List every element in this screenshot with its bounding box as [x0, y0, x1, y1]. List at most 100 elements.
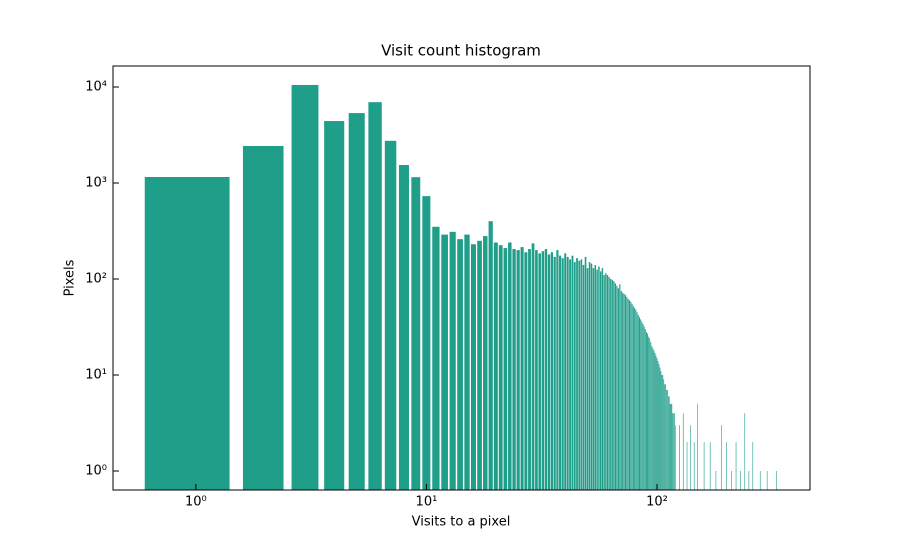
y-axis-label: Pixels: [63, 259, 78, 296]
bar: [744, 413, 746, 490]
bar: [599, 271, 602, 490]
bar: [547, 254, 551, 490]
bar: [634, 307, 636, 490]
bar: [661, 375, 663, 490]
bar: [645, 332, 647, 490]
bar: [441, 234, 448, 490]
x-axis-label: Visits to a pixel: [412, 515, 511, 530]
bar: [528, 249, 531, 490]
bar: [623, 293, 625, 490]
bar: [670, 403, 672, 490]
bar: [657, 360, 659, 490]
bar: [715, 471, 717, 490]
bar: [553, 256, 556, 490]
bar: [752, 442, 754, 490]
bar: [667, 396, 669, 490]
y-tick-label: 10⁰: [85, 464, 107, 479]
bar: [477, 240, 482, 490]
bar: [647, 333, 648, 490]
bar: [586, 268, 589, 490]
bar: [561, 258, 564, 490]
bar: [590, 263, 593, 490]
bar: [569, 259, 572, 490]
bar: [726, 442, 727, 490]
bar: [605, 273, 607, 490]
bar: [641, 321, 643, 490]
bar: [144, 176, 230, 491]
bar: [674, 413, 675, 490]
bar: [653, 350, 655, 490]
bar: [630, 301, 632, 490]
bar: [659, 367, 661, 490]
bar: [667, 389, 668, 490]
bar: [639, 317, 641, 490]
bar: [656, 358, 658, 490]
bar: [242, 145, 284, 490]
bar: [520, 247, 524, 490]
bar: [512, 249, 516, 490]
bar: [291, 84, 319, 491]
bar: [672, 413, 674, 490]
y-tick-label: 10⁴: [85, 80, 107, 95]
bar: [669, 403, 671, 490]
bar: [611, 279, 613, 490]
bar: [493, 242, 498, 490]
bar: [648, 336, 650, 490]
bar: [503, 248, 508, 490]
bar: [614, 283, 616, 490]
bar: [550, 252, 554, 490]
bar: [643, 326, 645, 490]
bar: [610, 279, 612, 490]
bar: [662, 375, 664, 490]
bar: [637, 315, 639, 490]
bar: [649, 338, 651, 490]
bar: [626, 296, 628, 490]
bar: [671, 403, 673, 490]
bar: [483, 236, 488, 490]
bar: [660, 371, 662, 490]
bar: [524, 252, 528, 490]
bar: [721, 425, 722, 490]
bar: [632, 306, 634, 490]
bar: [703, 442, 705, 490]
y-tick-label: 10¹: [85, 368, 107, 383]
x-tick-label: 10¹: [416, 495, 438, 510]
bar: [457, 239, 463, 490]
bar: [324, 121, 345, 490]
bar: [422, 196, 431, 490]
bar: [594, 264, 597, 490]
bar: [628, 300, 631, 490]
bar: [776, 471, 778, 490]
bar: [432, 226, 440, 491]
bar: [470, 244, 476, 490]
bar: [582, 264, 585, 490]
bar: [655, 355, 657, 490]
bar: [642, 323, 644, 490]
bar: [559, 255, 562, 490]
bar: [544, 249, 548, 490]
bar: [622, 292, 624, 490]
bar: [578, 260, 581, 490]
bar: [564, 253, 567, 490]
chart-title: Visit count histogram: [381, 42, 541, 60]
bar: [759, 471, 761, 490]
bar: [697, 403, 698, 490]
bar: [652, 348, 654, 490]
bar: [735, 442, 737, 490]
bar: [606, 275, 609, 490]
bar: [464, 234, 470, 490]
y-tick-label: 10²: [85, 272, 107, 287]
bar: [668, 396, 670, 490]
bar: [693, 442, 695, 490]
bar: [368, 102, 382, 491]
bar: [603, 275, 605, 490]
bar: [674, 425, 676, 490]
bar: [663, 379, 665, 490]
bar: [665, 384, 666, 490]
bar: [449, 231, 456, 490]
bar: [740, 471, 741, 490]
plot-frame: [112, 65, 811, 491]
bar: [682, 413, 684, 490]
y-tick-label: 10³: [85, 176, 107, 191]
bar: [576, 258, 578, 490]
